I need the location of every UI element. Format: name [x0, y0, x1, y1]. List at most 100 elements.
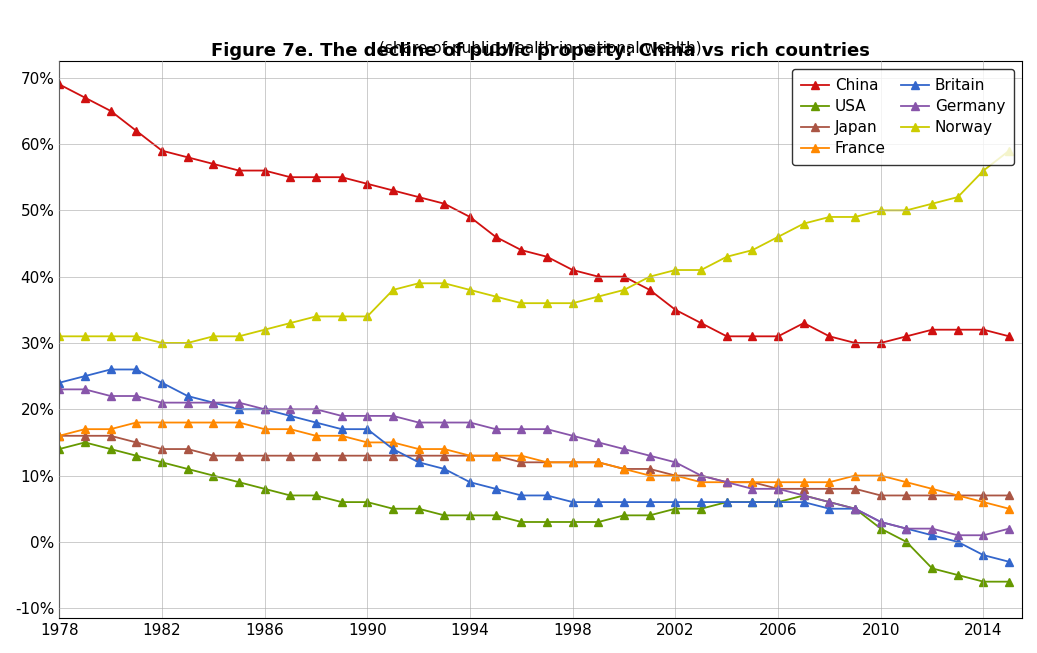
China	[900, 332, 913, 340]
France	[413, 445, 425, 453]
Germany	[310, 406, 323, 413]
USA	[79, 439, 91, 447]
China	[464, 213, 476, 221]
Norway	[310, 313, 323, 321]
Japan	[181, 445, 194, 453]
France	[874, 471, 887, 479]
China	[952, 326, 964, 334]
Norway	[618, 286, 630, 294]
France	[207, 419, 220, 426]
Japan	[747, 478, 759, 486]
Germany	[566, 432, 579, 439]
Norway	[797, 219, 810, 227]
France	[181, 419, 194, 426]
Germany	[156, 399, 168, 407]
France	[156, 419, 168, 426]
Japan	[541, 458, 554, 466]
USA	[747, 498, 759, 506]
Germany	[79, 385, 91, 393]
China	[335, 173, 347, 181]
Norway	[387, 286, 399, 294]
Britain	[284, 412, 297, 420]
Japan	[79, 432, 91, 439]
China	[207, 160, 220, 168]
USA	[181, 465, 194, 473]
USA	[207, 471, 220, 479]
Germany	[669, 458, 681, 466]
France	[130, 419, 142, 426]
Japan	[618, 465, 630, 473]
Japan	[489, 452, 502, 460]
Japan	[772, 485, 784, 493]
France	[515, 452, 528, 460]
Japan	[258, 452, 271, 460]
France	[1003, 505, 1015, 513]
Norway	[592, 293, 605, 300]
USA	[310, 492, 323, 500]
Britain	[747, 498, 759, 506]
France	[361, 439, 373, 447]
Germany	[387, 412, 399, 420]
France	[541, 458, 554, 466]
Germany	[105, 392, 117, 400]
France	[644, 471, 656, 479]
USA	[977, 578, 989, 586]
Norway	[721, 253, 733, 261]
Japan	[438, 452, 450, 460]
Line: France: France	[55, 419, 1013, 513]
Britain	[900, 525, 913, 533]
Norway	[772, 233, 784, 241]
Japan	[156, 445, 168, 453]
USA	[105, 445, 117, 453]
Japan	[413, 452, 425, 460]
Norway	[1003, 147, 1015, 155]
Japan	[797, 485, 810, 493]
Japan	[823, 485, 836, 493]
USA	[644, 511, 656, 519]
Japan	[669, 471, 681, 479]
Germany	[618, 445, 630, 453]
Japan	[387, 452, 399, 460]
Japan	[592, 458, 605, 466]
USA	[156, 458, 168, 466]
Britain	[592, 498, 605, 506]
USA	[797, 492, 810, 500]
Germany	[592, 439, 605, 447]
Norway	[53, 332, 65, 340]
France	[849, 471, 862, 479]
China	[413, 193, 425, 201]
Norway	[515, 299, 528, 307]
USA	[438, 511, 450, 519]
France	[438, 445, 450, 453]
France	[335, 432, 347, 439]
Britain	[387, 445, 399, 453]
Japan	[1003, 492, 1015, 500]
USA	[53, 445, 65, 453]
France	[952, 492, 964, 500]
Germany	[413, 419, 425, 426]
China	[618, 273, 630, 281]
France	[489, 452, 502, 460]
China	[53, 80, 65, 88]
Norway	[413, 279, 425, 287]
Norway	[747, 246, 759, 254]
China	[644, 286, 656, 294]
China	[721, 332, 733, 340]
USA	[541, 518, 554, 526]
Britain	[721, 498, 733, 506]
USA	[566, 518, 579, 526]
Japan	[53, 432, 65, 439]
Norway	[258, 326, 271, 334]
China	[566, 266, 579, 274]
USA	[387, 505, 399, 513]
France	[669, 471, 681, 479]
Britain	[156, 379, 168, 387]
Germany	[797, 492, 810, 500]
Germany	[232, 399, 245, 407]
Line: USA: USA	[55, 439, 1013, 586]
Japan	[232, 452, 245, 460]
China	[387, 187, 399, 195]
Norway	[849, 213, 862, 221]
Britain	[695, 498, 707, 506]
Norway	[79, 332, 91, 340]
